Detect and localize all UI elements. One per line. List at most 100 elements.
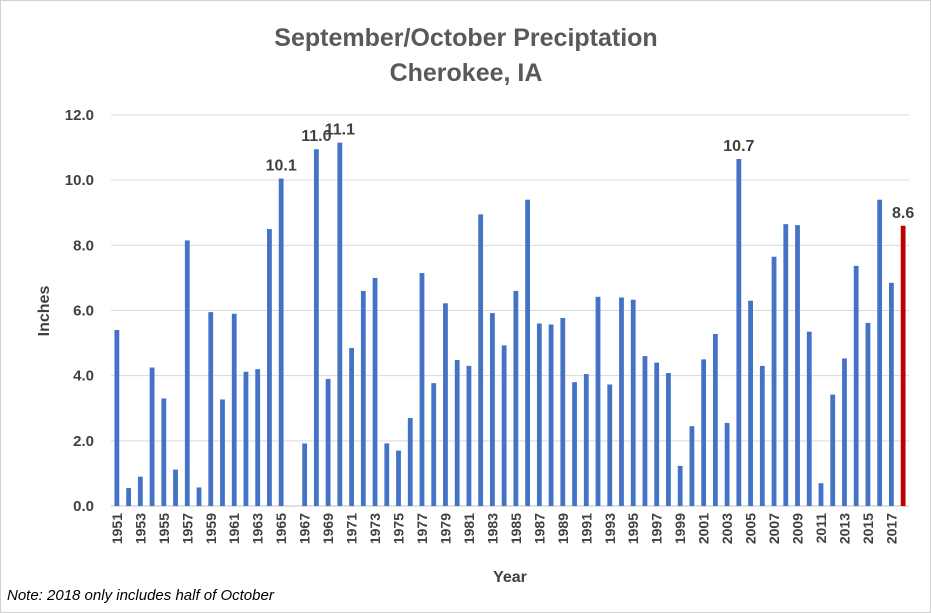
x-tick-label: 1975 [391,513,407,544]
x-tick-label: 1973 [367,513,383,544]
x-tick-label: 1981 [461,513,477,544]
bar-1974 [384,443,390,506]
y-tick-label: 6.0 [73,303,94,320]
bar-1975 [396,450,401,506]
y-tick-label: 10.0 [65,172,94,189]
bar-1986 [525,199,531,506]
x-tick-label: 1979 [437,513,453,544]
bar-1990 [572,382,577,506]
y-axis-label: Inches [36,286,53,337]
x-tick-label: 1963 [250,513,266,544]
x-tick-label: 1985 [508,513,524,544]
bar-2014 [853,265,859,506]
bar-1972 [360,290,366,506]
footnote: Note: 2018 only includes half of October [7,587,274,604]
bar-2000 [689,426,695,506]
bar-1994 [619,297,624,506]
bar-1968 [313,149,319,506]
bar-1976 [407,418,413,506]
x-tick-label: 2005 [743,513,759,544]
x-tick-label: 1999 [672,513,688,544]
bar-2005 [748,300,753,506]
x-tick-label: 1993 [602,513,618,544]
bar-2006 [759,365,765,506]
bar-1954 [149,367,155,506]
bar-1973 [372,277,378,506]
x-tick-labels: 1951 1953 1955 1957 1959 1961 1963 1965 1967 1969… [109,513,900,544]
x-tick-label: 1953 [132,513,148,544]
bar-1967 [302,443,308,506]
bar-2003 [724,422,730,506]
y-tick-label: 8.0 [73,237,94,254]
x-tick-label: 1977 [414,513,430,544]
y-tick-label: 12.0 [65,107,94,124]
bar-1971 [349,347,354,506]
y-tick-labels: 0.0 2.0 4.0 6.0 8.0 10.0 12.0 [65,107,94,515]
bar-2009 [795,225,800,507]
bar-1969 [325,378,331,506]
x-tick-label: 1997 [649,513,665,544]
bar-1964 [267,229,272,506]
data-label-1965: 10.1 [266,158,297,175]
bar-1951 [114,330,120,506]
bar-2018 [900,225,906,507]
x-tick-label: 2015 [860,513,876,544]
bar-1958 [196,487,202,506]
bar-1983 [489,313,495,506]
x-axis-label: Year [493,569,527,586]
bar-1978 [431,383,437,506]
data-labels: 10.111.011.1 10.7 8.6 [266,122,915,222]
y-tick-label: 2.0 [73,433,94,450]
x-tick-label: 2009 [790,513,806,544]
bar-1984 [501,345,507,506]
bar-1977 [419,273,425,506]
bars [114,142,906,507]
bar-1960 [220,399,225,506]
bar-2017 [888,282,894,506]
bar-2001 [701,359,707,506]
bar-1989 [560,317,566,506]
y-tick-label: 4.0 [73,368,94,385]
bar-1987 [536,323,542,506]
x-tick-label: 2011 [813,513,829,544]
bar-1999 [677,465,683,506]
x-tick-label: 1971 [344,513,360,544]
data-label-2018: 8.6 [892,205,914,222]
chart-subtitle: Cherokee, IA [390,59,543,87]
x-tick-label: 1989 [555,513,571,544]
x-tick-label: 1969 [320,513,336,544]
gridlines [111,114,909,507]
bar-1953 [137,476,143,506]
bar-2004 [736,158,742,507]
x-tick-label: 1991 [578,513,594,544]
bar-1981 [466,365,472,506]
bar-1997 [654,362,660,506]
bar-1985 [513,290,519,506]
bar-1993 [607,384,613,506]
bar-2007 [771,256,777,506]
bar-2002 [712,333,718,506]
bar-1995 [630,299,636,506]
x-tick-label: 1983 [484,513,500,544]
bar-1965 [278,178,284,506]
bar-1962 [243,371,249,506]
bar-1957 [184,240,190,506]
x-tick-label: 1951 [109,513,125,544]
data-label-1970: 11.1 [325,122,355,139]
x-tick-label: 1955 [156,513,172,544]
bar-2012 [830,394,836,506]
bar-1992 [595,296,601,506]
x-tick-label: 1961 [226,513,242,544]
x-tick-label: 2003 [719,513,735,544]
x-tick-label: 1987 [531,513,547,544]
bar-1979 [443,303,448,506]
bar-1963 [255,369,261,506]
x-tick-label: 2001 [696,513,712,544]
x-tick-label: 1959 [203,513,219,544]
x-tick-label: 1965 [273,513,289,544]
bar-1959 [208,312,214,506]
x-tick-label: 1967 [297,513,313,544]
x-tick-label: 2013 [836,513,852,544]
bar-1970 [337,142,343,506]
